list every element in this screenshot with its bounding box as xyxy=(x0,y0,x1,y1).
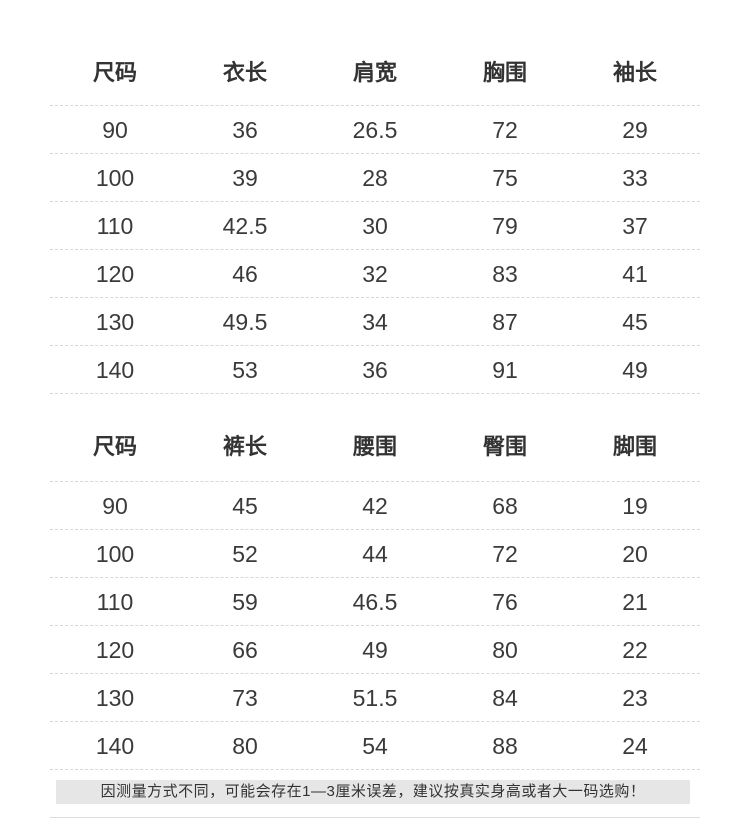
table-cell: 46.5 xyxy=(352,589,398,615)
table-cell: 44 xyxy=(362,541,388,567)
header-cell: 腰围 xyxy=(352,434,397,459)
table-cell: 37 xyxy=(622,213,648,239)
table-cell: 28 xyxy=(362,165,388,191)
table-cell: 120 xyxy=(95,637,135,663)
table-cell: 110 xyxy=(96,213,134,239)
table-cell: 46 xyxy=(232,261,258,287)
table-cell: 23 xyxy=(622,685,648,711)
table-cell: 54 xyxy=(362,733,388,759)
table-cell: 34 xyxy=(362,309,388,335)
table-cell: 130 xyxy=(95,309,135,335)
table-cell: 42.5 xyxy=(222,213,268,239)
table-cell: 84 xyxy=(492,685,518,711)
table-cell: 130 xyxy=(95,685,135,711)
table-row: 130 49.5 34 87 45 xyxy=(50,298,700,346)
pants-size-table: 尺码 裤长 腰围 臀围 脚围 90 45 42 68 19 100 52 44 72 20 110 59 46.5… xyxy=(50,412,700,770)
table-cell: 72 xyxy=(492,541,518,567)
table-cell: 87 xyxy=(492,309,518,335)
table-row: 110 42.5 30 79 37 xyxy=(50,202,700,250)
table-cell: 45 xyxy=(232,493,258,519)
table-cell: 22 xyxy=(622,637,648,663)
header-cell: 尺码 xyxy=(92,60,137,85)
divider xyxy=(50,817,700,818)
table-row: 100 52 44 72 20 xyxy=(50,530,700,578)
table-cell: 49 xyxy=(362,637,388,663)
table-cell: 88 xyxy=(492,733,518,759)
table-cell: 59 xyxy=(232,589,258,615)
table-cell: 49.5 xyxy=(222,309,268,335)
table-cell: 49 xyxy=(622,357,648,383)
table-cell: 140 xyxy=(95,357,135,383)
top-size-table: 尺码 衣长 肩宽 胸围 袖长 90 36 26.5 72 29 100 39 28 75 33 110 42.5… xyxy=(50,40,700,394)
table-cell: 51.5 xyxy=(352,685,398,711)
table-cell: 140 xyxy=(95,733,135,759)
table-cell: 68 xyxy=(492,493,518,519)
table-cell: 120 xyxy=(95,261,135,287)
table-cell: 33 xyxy=(622,165,648,191)
table-row: 120 46 32 83 41 xyxy=(50,250,700,298)
table-row: 120 66 49 80 22 xyxy=(50,626,700,674)
table-cell: 39 xyxy=(232,165,258,191)
header-cell: 臀围 xyxy=(482,434,527,459)
table-cell: 20 xyxy=(622,541,648,567)
table-cell: 73 xyxy=(232,685,258,711)
table-cell: 45 xyxy=(622,309,648,335)
table-row: 110 59 46.5 76 21 xyxy=(50,578,700,626)
header-cell: 肩宽 xyxy=(352,60,397,85)
table-row: 130 73 51.5 84 23 xyxy=(50,674,700,722)
table-cell: 41 xyxy=(622,261,648,287)
table-cell: 100 xyxy=(95,165,135,191)
table-row: 140 80 54 88 24 xyxy=(50,722,700,770)
table-cell: 83 xyxy=(492,261,518,287)
table-cell: 72 xyxy=(492,117,518,143)
header-cell: 袖长 xyxy=(612,60,657,85)
table-cell: 100 xyxy=(95,541,135,567)
table-cell: 32 xyxy=(362,261,388,287)
table-cell: 29 xyxy=(622,117,648,143)
table-cell: 21 xyxy=(622,589,648,615)
table-cell: 79 xyxy=(492,213,518,239)
table-cell: 19 xyxy=(622,493,648,519)
table-cell: 90 xyxy=(102,117,128,143)
table-cell: 24 xyxy=(622,733,648,759)
table-cell: 75 xyxy=(492,165,518,191)
measurement-note: 因测量方式不同，可能会存在1—3厘米误差，建议按真实身高或者大一码选购！ xyxy=(56,780,690,804)
table-cell: 52 xyxy=(232,541,258,567)
table-cell: 42 xyxy=(362,493,388,519)
table-cell: 36 xyxy=(232,117,258,143)
header-cell: 尺码 xyxy=(92,434,137,459)
table-cell: 53 xyxy=(232,357,258,383)
table-header-row: 尺码 裤长 腰围 臀围 脚围 xyxy=(50,412,700,482)
table-cell: 66 xyxy=(232,637,258,663)
header-cell: 胸围 xyxy=(482,60,527,85)
table-row: 90 36 26.5 72 29 xyxy=(50,106,700,154)
table-row: 140 53 36 91 49 xyxy=(50,346,700,394)
table-cell: 36 xyxy=(362,357,388,383)
table-cell: 80 xyxy=(232,733,258,759)
table-cell: 110 xyxy=(96,589,134,615)
table-cell: 76 xyxy=(492,589,518,615)
table-cell: 30 xyxy=(362,213,388,239)
table-row: 90 45 42 68 19 xyxy=(50,482,700,530)
table-cell: 90 xyxy=(102,493,128,519)
table-cell: 80 xyxy=(492,637,518,663)
header-cell: 脚围 xyxy=(612,434,657,459)
table-header-row: 尺码 衣长 肩宽 胸围 袖长 xyxy=(50,40,700,106)
header-cell: 衣长 xyxy=(222,60,267,85)
table-row: 100 39 28 75 33 xyxy=(50,154,700,202)
table-cell: 26.5 xyxy=(352,117,398,143)
header-cell: 裤长 xyxy=(222,434,267,459)
table-cell: 91 xyxy=(492,357,518,383)
